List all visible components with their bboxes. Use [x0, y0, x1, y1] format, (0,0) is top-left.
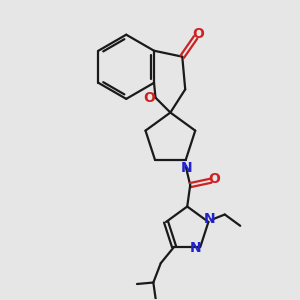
Text: O: O: [143, 91, 155, 105]
Text: N: N: [181, 161, 192, 176]
Text: O: O: [192, 27, 204, 41]
Text: N: N: [204, 212, 216, 226]
Text: N: N: [190, 241, 202, 255]
Text: O: O: [208, 172, 220, 186]
